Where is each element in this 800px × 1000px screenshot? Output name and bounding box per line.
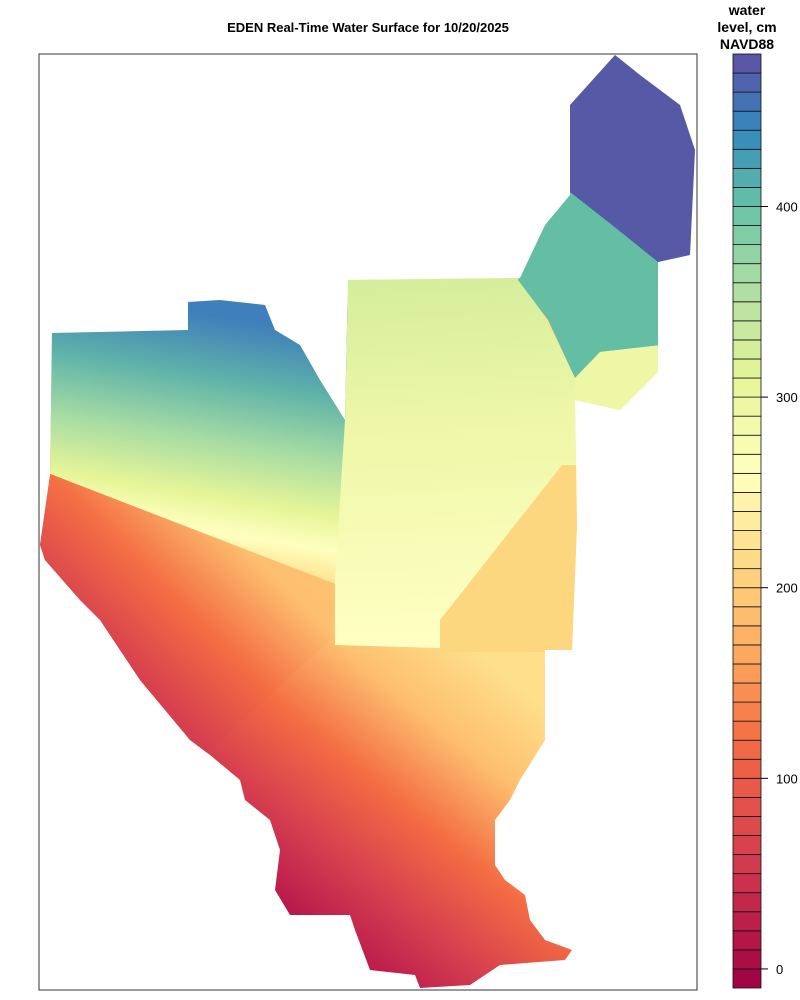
legend-title: water level, cm NAVD88 xyxy=(700,2,794,53)
surface-northeast-teal xyxy=(518,190,662,378)
colorbar-band xyxy=(732,415,762,436)
surface-northeast-pale xyxy=(575,345,662,412)
colorbar-band xyxy=(732,206,762,226)
colorbar-band xyxy=(732,472,762,493)
colorbar-band xyxy=(732,549,762,570)
legend-title-line: NAVD88 xyxy=(719,36,775,52)
colorbar-band xyxy=(732,587,762,608)
surface-northeast-blue xyxy=(570,55,695,262)
colorbar-band xyxy=(732,873,762,894)
colorbar-band xyxy=(732,892,762,913)
colorbar-band xyxy=(732,282,762,303)
colorbar-band xyxy=(732,110,762,131)
colorbar-band xyxy=(732,625,762,646)
colorbar-band xyxy=(732,453,762,474)
colorbar-band xyxy=(732,720,762,741)
colorbar-band xyxy=(732,301,762,322)
surface-central xyxy=(335,276,577,648)
colorbar-band xyxy=(732,263,762,284)
colorbar-band xyxy=(732,187,762,207)
colorbar-band xyxy=(732,530,762,550)
colorbar-band xyxy=(732,644,762,665)
colorbar-band xyxy=(732,167,762,188)
colorbar-band xyxy=(732,225,762,246)
colorbar xyxy=(732,53,762,989)
colorbar-band xyxy=(732,777,762,798)
legend-title-line: water xyxy=(728,2,766,18)
colorbar-band xyxy=(732,816,762,836)
tick-label: 300 xyxy=(776,390,798,405)
colorbar-band xyxy=(732,701,762,722)
colorbar-band xyxy=(732,854,762,875)
tick-label: 100 xyxy=(776,771,798,786)
tick-label: 200 xyxy=(776,581,798,596)
colorbar-band xyxy=(732,129,762,150)
colorbar-band xyxy=(732,358,762,379)
map-title: EDEN Real-Time Water Surface for 10/20/2… xyxy=(227,20,509,35)
colorbar-band xyxy=(732,72,762,93)
colorbar-band xyxy=(732,244,762,265)
surface-northwest xyxy=(40,300,348,585)
colorbar-band xyxy=(732,492,762,512)
colorbar-band xyxy=(732,568,762,589)
colorbar-band xyxy=(732,930,762,951)
colorbar-band xyxy=(732,320,762,341)
colorbar-band xyxy=(732,911,762,932)
colorbar-band xyxy=(732,968,762,989)
colorbar-band xyxy=(732,663,762,684)
colorbar-band xyxy=(732,511,762,531)
colorbar-band xyxy=(732,682,762,703)
surface-east-wedge xyxy=(440,465,580,652)
colorbar-ticks: 0 100 200 300 400 xyxy=(761,199,798,977)
colorbar-band xyxy=(732,835,762,855)
tick-label: 400 xyxy=(776,199,798,214)
tick-label: 0 xyxy=(776,962,783,977)
colorbar-band xyxy=(732,949,762,970)
colorbar-band xyxy=(732,396,762,417)
colorbar-band xyxy=(732,377,762,398)
colorbar-band xyxy=(732,606,762,627)
colorbar-band xyxy=(732,339,762,360)
colorbar-band xyxy=(732,148,762,169)
colorbar-band xyxy=(732,53,762,74)
colorbar-band xyxy=(732,434,762,455)
colorbar-band xyxy=(732,91,762,112)
legend-title-line: level, cm xyxy=(717,19,777,35)
colorbar-band xyxy=(732,796,762,817)
colorbar-band xyxy=(732,758,762,779)
colorbar-band xyxy=(732,739,762,760)
